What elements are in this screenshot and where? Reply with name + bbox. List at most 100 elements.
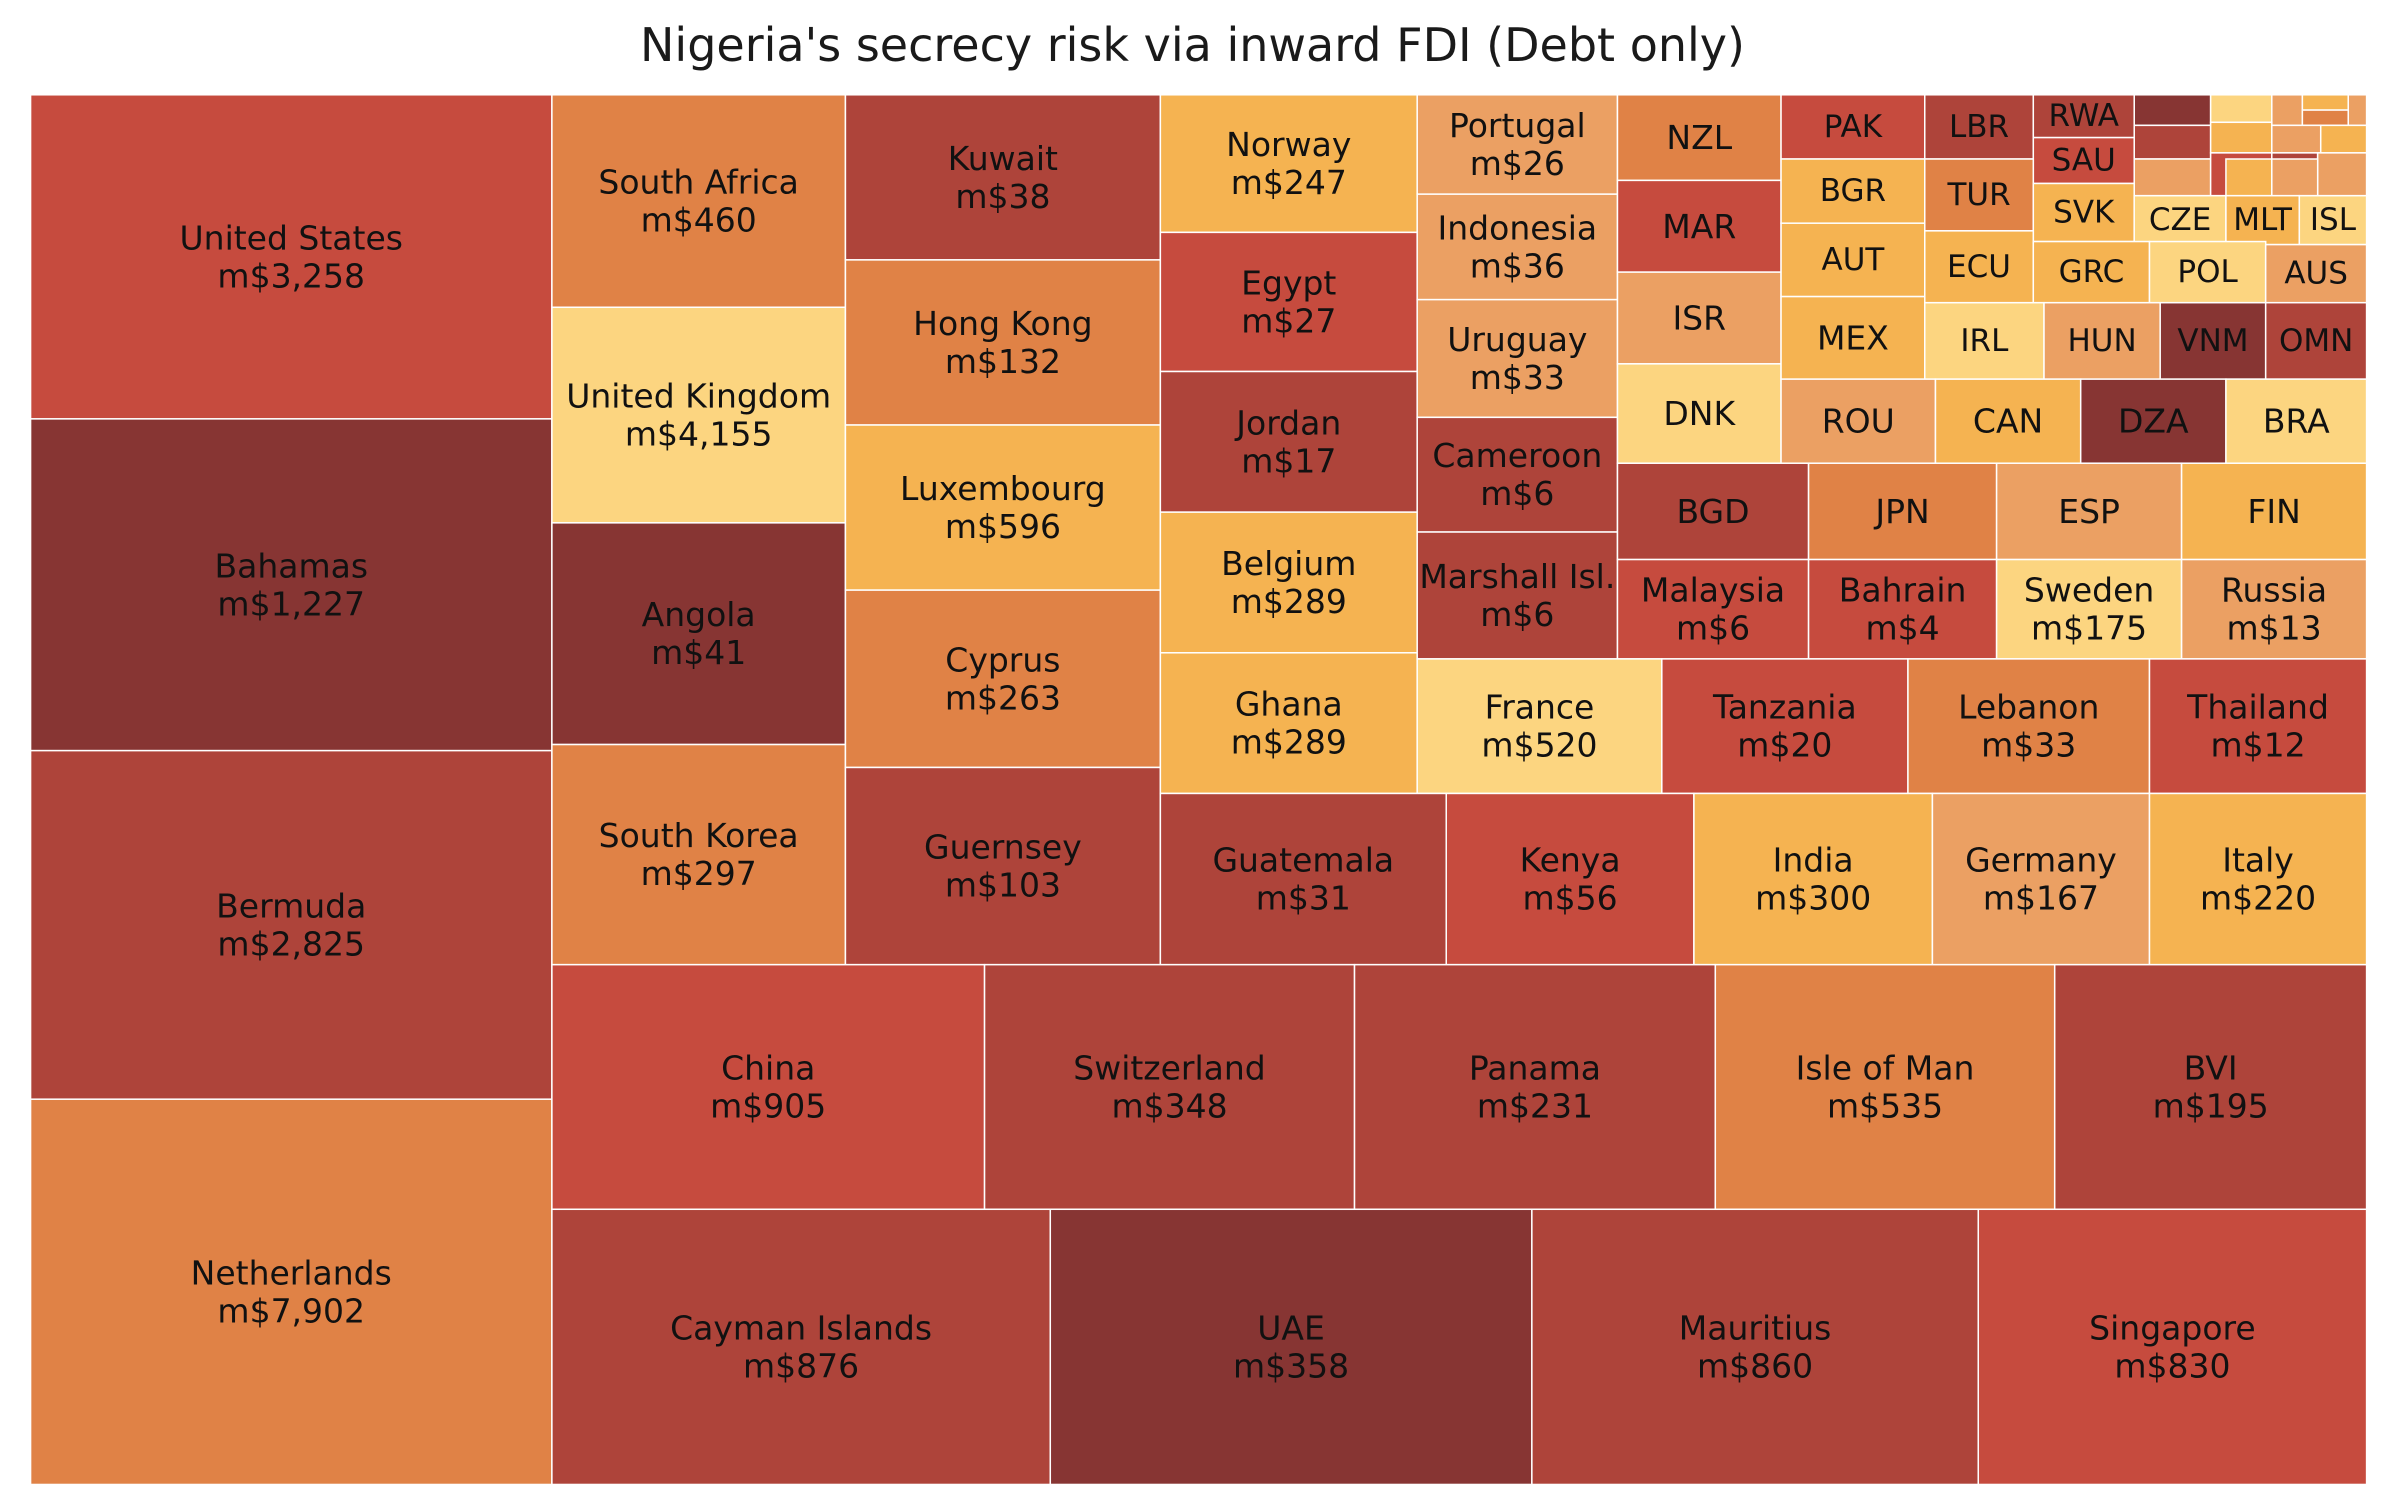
cell-name-switzerland: Switzerland — [1073, 1048, 1266, 1087]
cell-name-grc: GRC — [2059, 254, 2125, 290]
cell-name-india: India — [1773, 841, 1854, 880]
cell-name-pol: POL — [2177, 254, 2238, 290]
treemap-cell-nzl — [1616, 94, 1782, 182]
cell-name-germany: Germany — [1965, 841, 2117, 880]
cell-name-angola: Angola — [642, 595, 756, 634]
cell-name-pak: PAK — [1824, 109, 1883, 145]
treemap-cell-mar — [1616, 179, 1782, 273]
cell-value-bermuda: m$2,825 — [217, 924, 365, 963]
cell-name-isle-of-man: Isle of Man — [1796, 1048, 1975, 1087]
cell-name-tanzania: Tanzania — [1712, 688, 1857, 727]
cell-name-bvi: BVI — [2184, 1048, 2238, 1087]
treemap-cell-cze — [2133, 194, 2227, 246]
cell-value-cameroon: m$6 — [1480, 474, 1554, 513]
cell-value-angola: m$41 — [651, 633, 746, 672]
treemap-cell-aut — [1780, 222, 1926, 298]
cell-name-lbr: LBR — [1949, 109, 2009, 145]
cell-name-vnm: VNM — [2177, 323, 2248, 359]
treemap-cell-unlabeled — [2271, 124, 2322, 154]
treemap-cell-uruguay — [1416, 298, 1619, 419]
treemap-cell-unlabeled — [2133, 94, 2212, 127]
cell-name-russia: Russia — [2221, 571, 2327, 610]
treemap-cell-egypt — [1159, 231, 1418, 373]
treemap-cell-unlabeled — [2271, 94, 2304, 127]
cell-value-bahrain: m$4 — [1866, 609, 1940, 648]
treemap-cell-isle-of-man — [1714, 963, 2056, 1211]
cell-value-uruguay: m$33 — [1470, 358, 1565, 397]
treemap-cell-cameroon — [1416, 416, 1619, 533]
cell-name-sweden: Sweden — [2024, 571, 2154, 610]
treemap-cell-bvi — [2053, 963, 2368, 1211]
cell-name-luxembourg: Luxembourg — [900, 469, 1106, 508]
cell-name-south-korea: South Korea — [599, 816, 799, 855]
cell-name-svk: SVK — [2053, 195, 2115, 231]
treemap-cell-can — [1934, 378, 2082, 464]
treemap-cell-omn — [2264, 301, 2368, 380]
cell-value-cyprus: m$263 — [945, 678, 1061, 717]
cell-name-indonesia: Indonesia — [1438, 208, 1598, 247]
cell-name-dnk: DNK — [1663, 394, 1736, 433]
cell-name-cze: CZE — [2149, 202, 2211, 238]
cell-name-bahamas: Bahamas — [214, 546, 368, 585]
treemap-cell-france — [1416, 658, 1663, 795]
treemap-cell-kuwait — [844, 94, 1162, 261]
cell-name-lebanon: Lebanon — [1958, 688, 2099, 727]
cell-name-isr: ISR — [1672, 298, 1726, 337]
cell-name-cameroon: Cameroon — [1432, 436, 1602, 475]
cell-value-guernsey: m$103 — [945, 866, 1061, 905]
cell-value-lebanon: m$33 — [1981, 726, 2076, 765]
treemap-cell-unlabeled — [2209, 94, 2273, 124]
cell-name-uae: UAE — [1257, 1308, 1325, 1347]
treemap-cell-singapore — [1977, 1208, 2368, 1486]
treemap-cell-unlabeled — [2316, 152, 2368, 197]
cell-name-hong-kong: Hong Kong — [913, 304, 1092, 343]
treemap-cell-guatemala — [1159, 792, 1447, 966]
cell-name-can: CAN — [1973, 402, 2043, 441]
cell-value-jordan: m$17 — [1241, 441, 1336, 480]
treemap-cell-unlabeled — [2301, 94, 2349, 111]
treemap-cell-luxembourg — [844, 424, 1162, 591]
cell-value-belgium: m$289 — [1231, 582, 1347, 621]
cell-name-kuwait: Kuwait — [948, 139, 1058, 178]
treemap-cell-unlabeled — [2301, 109, 2349, 127]
cell-name-rwa: RWA — [2049, 98, 2119, 134]
cell-name-mex: MEX — [1817, 318, 1889, 357]
treemap-cell-switzerland — [983, 963, 1356, 1211]
cell-value-netherlands: m$7,902 — [217, 1291, 365, 1330]
treemap-cell-united-kingdom — [551, 306, 847, 524]
treemap-cell-bra — [2225, 378, 2368, 464]
cell-value-switzerland: m$348 — [1111, 1086, 1227, 1125]
cell-value-italy: m$220 — [2200, 879, 2316, 918]
cell-name-omn: OMN — [2279, 323, 2353, 359]
treemap-cell-malaysia — [1616, 558, 1810, 660]
cell-value-united-states: m$3,258 — [217, 256, 365, 295]
treemap-cell-portugal — [1416, 94, 1619, 195]
treemap-cell-bgd — [1616, 462, 1810, 561]
treemap-cell-cayman-islands — [551, 1208, 1052, 1486]
cell-name-nzl: NZL — [1666, 118, 1732, 157]
cell-name-aus: AUS — [2284, 256, 2348, 292]
cell-name-egypt: Egypt — [1241, 263, 1336, 302]
treemap-cell-cyprus — [844, 589, 1162, 769]
treemap-cell-russia — [2180, 558, 2368, 660]
treemap-cell-mauritius — [1531, 1208, 1980, 1486]
treemap-cell-pak — [1780, 94, 1926, 160]
treemap-cell-unlabeled — [2133, 124, 2212, 160]
cell-name-bermuda: Bermuda — [216, 886, 366, 925]
treemap-cell-jpn — [1807, 462, 1998, 561]
cell-name-mauritius: Mauritius — [1679, 1308, 1832, 1347]
treemap-cell-tanzania — [1661, 658, 1909, 795]
cell-name-kenya: Kenya — [1520, 841, 1621, 880]
treemap-cell-dza — [2079, 378, 2227, 464]
cell-name-hun: HUN — [2067, 323, 2136, 359]
cell-value-malaysia: m$6 — [1676, 609, 1750, 648]
cell-value-bahamas: m$1,227 — [217, 584, 365, 623]
cell-value-kenya: m$56 — [1523, 879, 1618, 918]
cell-name-south-africa: South Africa — [598, 163, 799, 202]
cell-name-italy: Italy — [2222, 841, 2294, 880]
chart-title: Nigeria's secrecy risk via inward FDI (D… — [640, 18, 1745, 72]
cell-name-cayman-islands: Cayman Islands — [670, 1308, 932, 1347]
treemap-cell-united-states — [29, 94, 553, 420]
cell-name-fin: FIN — [2247, 492, 2300, 531]
treemap-cell-uae — [1049, 1208, 1533, 1486]
